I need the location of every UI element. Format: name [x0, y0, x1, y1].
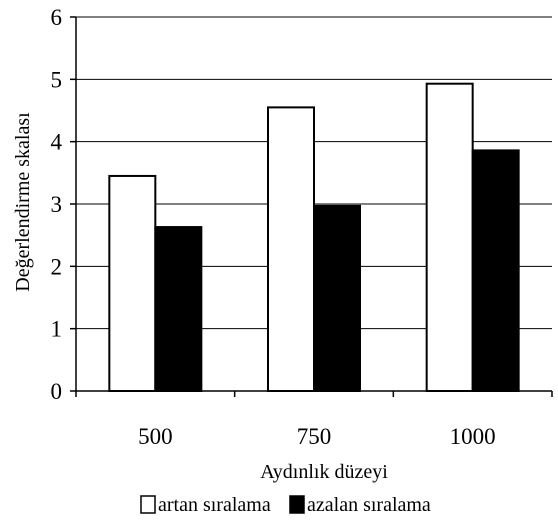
x-tick-label: 500: [138, 424, 173, 449]
bars: [108, 82, 520, 393]
legend: artan sıralama azalan sıralama: [140, 494, 431, 516]
bar-artan-750: [267, 106, 315, 392]
legend-swatch-artan: [140, 495, 156, 514]
x-tick-label: 750: [297, 424, 332, 449]
bar-azalan-500: [154, 226, 203, 392]
y-axis-title: Değerlendirme skalası: [12, 112, 34, 292]
y-tick-label: 1: [51, 317, 63, 342]
legend-label-artan: artan sıralama: [158, 494, 271, 516]
x-axis-title: Aydınlık düzeyi: [260, 461, 388, 483]
y-tick-label: 4: [51, 130, 63, 155]
y-tick-label: 2: [51, 254, 63, 279]
bar-azalan-750: [313, 204, 361, 392]
legend-swatch-azalan: [289, 495, 305, 514]
bar-azalan-1000: [471, 149, 520, 392]
bar-artan-500: [108, 174, 157, 392]
bar-artan-1000: [425, 82, 474, 393]
y-tick-label: 3: [51, 192, 63, 217]
legend-label-azalan: azalan sıralama: [307, 494, 431, 516]
y-tick-label: 5: [51, 67, 63, 92]
y-tick-label: 0: [51, 379, 63, 404]
y-tick-label: 6: [51, 5, 63, 30]
ticks: 0 1 2 3 4 5 6 500 750 1000: [51, 5, 553, 449]
x-tick-label: 1000: [450, 424, 496, 449]
